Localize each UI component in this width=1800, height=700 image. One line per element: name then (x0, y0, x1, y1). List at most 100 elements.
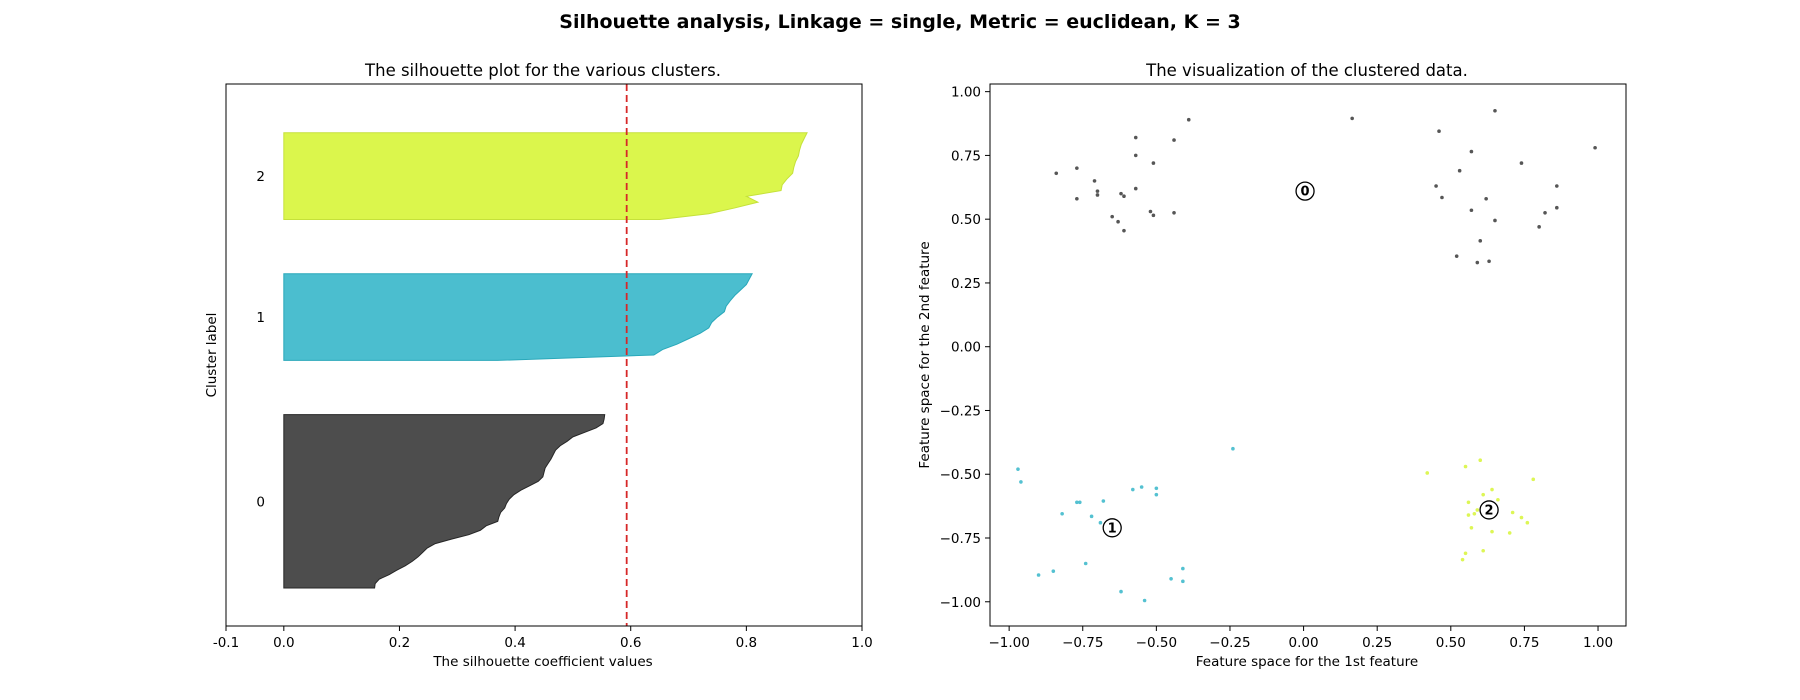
x-tick-label: −0.50 (1136, 635, 1177, 651)
data-point-cluster-0 (1478, 239, 1483, 243)
silhouette-cluster-2 (283, 132, 808, 220)
data-point-cluster-0 (1434, 184, 1438, 188)
scatter-x-ticks: −1.00 −0.75 −0.50 −0.25 0.00 0.25 0.50 0.75 1.00 (988, 626, 1613, 651)
data-point-cluster-0 (1440, 195, 1444, 200)
data-point-cluster-2 (1466, 500, 1471, 505)
data-point-cluster-0 (1519, 161, 1524, 165)
x-tick-label: 0.6 (620, 635, 641, 651)
y-tick-label: −0.25 (940, 403, 981, 419)
scatter-x-axis-label: Feature space for the 1st feature (1196, 654, 1418, 670)
silhouette-plot-title: The silhouette plot for the various clus… (364, 61, 721, 80)
data-point-cluster-2 (1472, 511, 1477, 516)
cluster-label-0: 0 (256, 494, 265, 510)
data-point-cluster-1 (1181, 566, 1185, 571)
x-tick-label: 1.00 (1583, 635, 1613, 651)
y-tick-label: 0.25 (951, 276, 981, 292)
data-point-cluster-0 (1122, 228, 1126, 233)
silhouette-plot-frame (225, 83, 863, 627)
data-point-cluster-1 (1078, 500, 1082, 505)
x-tick-label: −0.75 (1062, 635, 1103, 651)
x-tick-label: −1.00 (988, 635, 1029, 651)
data-point-cluster-0 (1543, 211, 1547, 215)
data-point-cluster-1 (1101, 499, 1106, 503)
data-point-cluster-1 (1231, 446, 1235, 451)
data-point-cluster-1 (1119, 589, 1123, 594)
scatter-points (1016, 108, 1597, 603)
data-point-cluster-0 (1119, 191, 1123, 196)
data-point-cluster-0 (1487, 259, 1491, 264)
data-point-cluster-0 (1054, 171, 1059, 176)
data-point-cluster-0 (1555, 184, 1559, 188)
y-tick-label: 0.00 (951, 340, 981, 356)
data-point-cluster-1 (1036, 573, 1041, 577)
data-point-cluster-2 (1531, 477, 1536, 482)
data-point-cluster-0 (1484, 196, 1488, 201)
cluster-center-label: 1 (1108, 521, 1117, 536)
y-tick-label: 0.50 (951, 212, 981, 228)
data-point-cluster-0 (1469, 149, 1474, 154)
data-point-cluster-0 (1537, 225, 1541, 229)
data-point-cluster-1 (1169, 577, 1173, 581)
silhouette-cluster-labels: 0 1 2 (256, 169, 265, 510)
data-point-cluster-0 (1092, 179, 1097, 183)
x-tick-label: 0.8 (736, 635, 757, 651)
data-point-cluster-0 (1133, 186, 1138, 191)
data-point-cluster-1 (1075, 500, 1079, 505)
data-point-cluster-1 (1154, 492, 1159, 497)
silhouette-y-axis-label: Cluster label (204, 313, 220, 398)
data-point-cluster-2 (1475, 508, 1480, 512)
cluster-label-1: 1 (256, 310, 265, 326)
clustered-data-plot-title: The visualization of the clustered data. (1145, 61, 1468, 80)
data-point-cluster-0 (1116, 219, 1120, 224)
data-point-cluster-1 (1181, 579, 1185, 584)
data-point-cluster-0 (1172, 211, 1176, 215)
silhouette-x-ticks: -0.1 0.0 0.2 0.4 0.6 0.8 1.0 (213, 626, 873, 651)
data-point-cluster-2 (1463, 464, 1468, 469)
x-tick-label: 0.2 (389, 635, 410, 651)
x-tick-label: 0.0 (273, 635, 294, 651)
data-point-cluster-0 (1133, 153, 1138, 158)
data-point-cluster-2 (1490, 487, 1494, 492)
data-point-cluster-0 (1454, 254, 1459, 258)
silhouette-plot: The silhouette plot for the various clus… (204, 61, 873, 670)
data-point-cluster-0 (1593, 145, 1597, 150)
data-point-cluster-0 (1151, 161, 1156, 165)
data-point-cluster-2 (1478, 458, 1483, 463)
cluster-center-label: 0 (1301, 185, 1310, 200)
data-point-cluster-0 (1437, 129, 1441, 133)
x-tick-label: 0.50 (1436, 635, 1466, 651)
scatter-y-axis-label: Feature space for the 2nd feature (917, 241, 933, 468)
data-point-cluster-2 (1510, 510, 1515, 515)
data-point-cluster-0 (1555, 205, 1559, 210)
data-point-cluster-0 (1075, 196, 1079, 201)
data-point-cluster-0 (1493, 218, 1497, 223)
data-point-cluster-2 (1481, 492, 1485, 497)
y-tick-label: 0.75 (951, 148, 981, 164)
data-point-cluster-2 (1507, 531, 1512, 535)
data-point-cluster-0 (1186, 117, 1191, 122)
silhouette-fills (283, 132, 808, 589)
data-point-cluster-2 (1466, 513, 1471, 517)
x-tick-label: 0.00 (1289, 635, 1319, 651)
data-point-cluster-0 (1493, 108, 1497, 113)
data-point-cluster-2 (1425, 471, 1430, 475)
data-point-cluster-1 (1019, 480, 1023, 484)
data-point-cluster-0 (1475, 260, 1480, 265)
silhouette-cluster-0 (283, 414, 606, 589)
data-point-cluster-0 (1110, 214, 1114, 219)
cluster-center-marker (1102, 518, 1122, 538)
data-point-cluster-0 (1095, 189, 1100, 193)
data-point-cluster-2 (1490, 529, 1494, 534)
data-point-cluster-1 (1060, 511, 1064, 516)
data-point-cluster-1 (1131, 487, 1135, 492)
data-point-cluster-0 (1133, 135, 1138, 140)
y-tick-label: 1.00 (951, 85, 981, 101)
data-point-cluster-1 (1142, 598, 1147, 603)
data-point-cluster-2 (1463, 551, 1468, 556)
data-point-cluster-0 (1469, 208, 1474, 213)
x-tick-label: 0.4 (504, 635, 525, 651)
data-point-cluster-1 (1098, 520, 1103, 525)
data-point-cluster-2 (1460, 557, 1465, 562)
data-point-cluster-2 (1481, 548, 1485, 553)
